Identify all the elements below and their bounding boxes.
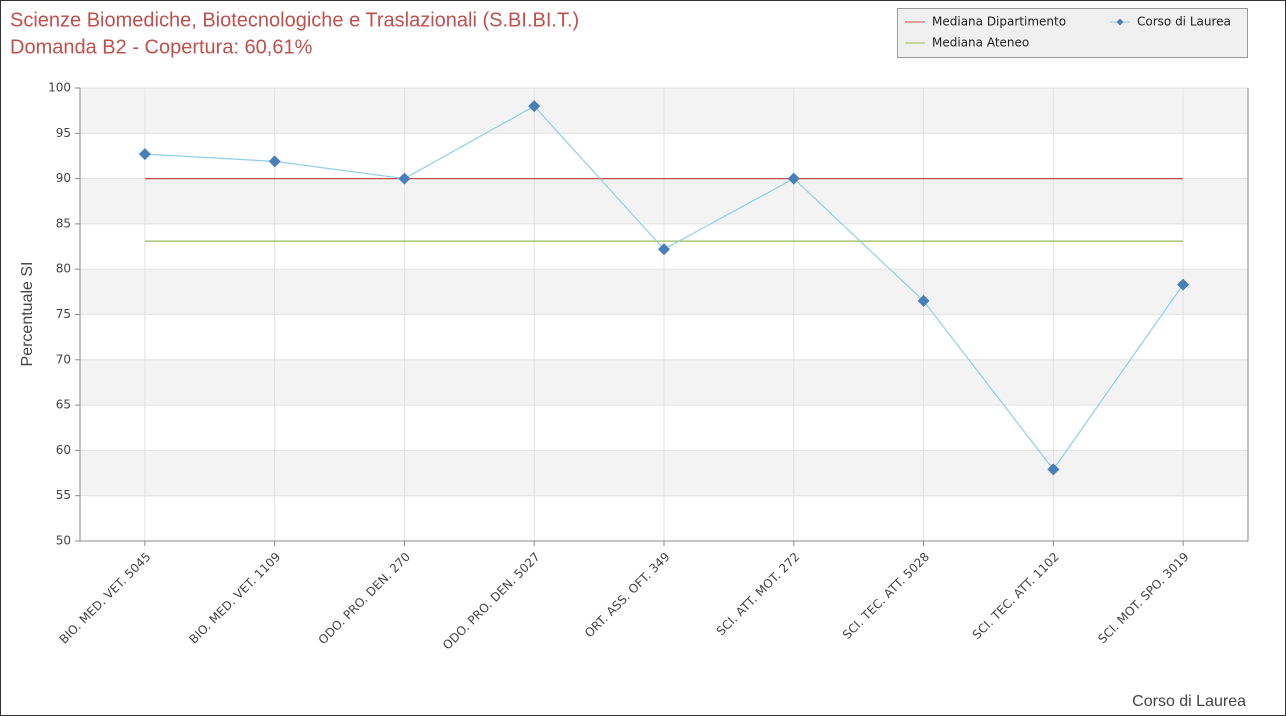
point [138, 148, 151, 161]
point [398, 172, 411, 185]
point [787, 172, 800, 185]
x-axis-label: Corso di Laurea [1132, 693, 1246, 710]
y-tick-label: 60 [56, 443, 71, 457]
chart-subtitle: Domanda B2 - Copertura: 60,61% [10, 36, 313, 58]
point [1047, 463, 1060, 476]
point [1177, 278, 1190, 291]
y-tick-label: 55 [56, 488, 71, 502]
y-axis-label: Percentuale SI [19, 262, 36, 367]
y-tick-label: 90 [56, 171, 71, 185]
chart-title: Scienze Biomediche, Biotecnologiche e Tr… [10, 9, 579, 31]
point [268, 155, 281, 168]
y-tick-label: 75 [56, 307, 71, 321]
point [917, 294, 930, 307]
y-tick-label: 95 [56, 126, 71, 140]
y-tick-label: 100 [48, 81, 71, 95]
point [658, 243, 670, 256]
legend-marker [1116, 18, 1124, 26]
y-tick-label: 85 [56, 216, 71, 230]
y-tick-label: 65 [56, 398, 71, 412]
point [528, 100, 541, 113]
legend-label: Mediana Ateneo [932, 36, 1029, 50]
legend [897, 8, 1248, 58]
y-tick-label: 80 [56, 262, 71, 276]
legend-label: Mediana Dipartimento [932, 15, 1066, 29]
y-tick-label: 50 [56, 534, 71, 548]
y-tick-label: 70 [56, 352, 71, 366]
legend-label: Corso di Laurea [1137, 15, 1231, 29]
